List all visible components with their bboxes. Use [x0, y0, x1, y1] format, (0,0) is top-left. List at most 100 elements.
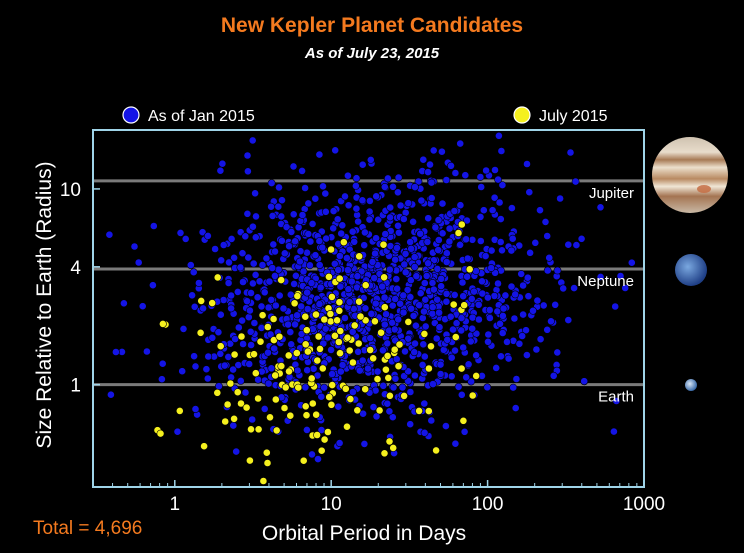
- point-july-2015: [314, 332, 323, 341]
- point-jan-2015: [525, 188, 534, 197]
- point-jan-2015: [447, 372, 456, 381]
- point-jan-2015: [218, 159, 227, 168]
- point-july-2015: [361, 281, 370, 290]
- point-july-2015: [299, 456, 308, 465]
- point-jan-2015: [296, 247, 305, 256]
- point-july-2015: [223, 400, 232, 409]
- point-july-2015: [285, 367, 293, 376]
- point-jan-2015: [348, 388, 357, 396]
- point-jan-2015: [315, 300, 324, 308]
- point-july-2015: [333, 316, 341, 325]
- y-axis-label: Size Relative to Earth (Radius): [33, 161, 56, 448]
- point-july-2015: [262, 448, 271, 457]
- point-jan-2015: [255, 277, 264, 286]
- y-tick-label: 1: [70, 376, 81, 397]
- point-jan-2015: [543, 266, 552, 275]
- point-jan-2015: [456, 139, 465, 148]
- point-jan-2015: [420, 399, 429, 408]
- point-jan-2015: [227, 304, 235, 313]
- point-july-2015: [286, 411, 295, 420]
- point-jan-2015: [359, 409, 367, 418]
- point-jan-2015: [416, 289, 425, 298]
- point-jan-2015: [178, 367, 187, 376]
- point-jan-2015: [383, 174, 392, 183]
- point-jan-2015: [518, 332, 527, 340]
- point-jan-2015: [452, 319, 461, 328]
- point-jan-2015: [406, 238, 415, 246]
- point-jan-2015: [498, 246, 506, 255]
- point-jan-2015: [280, 249, 289, 258]
- point-jan-2015: [251, 270, 260, 279]
- point-jan-2015: [311, 251, 320, 260]
- point-july-2015: [247, 425, 255, 434]
- point-july-2015: [451, 333, 460, 341]
- point-jan-2015: [337, 229, 346, 238]
- point-jan-2015: [321, 189, 330, 198]
- point-jan-2015: [301, 184, 309, 192]
- point-jan-2015: [244, 253, 253, 262]
- point-jan-2015: [410, 371, 419, 380]
- point-jan-2015: [158, 359, 167, 368]
- point-jan-2015: [366, 155, 375, 164]
- point-jan-2015: [577, 234, 586, 243]
- point-july-2015: [263, 459, 272, 467]
- point-jan-2015: [232, 447, 241, 456]
- point-jan-2015: [515, 339, 524, 348]
- point-july-2015: [326, 309, 335, 318]
- point-july-2015: [320, 315, 329, 324]
- point-jan-2015: [612, 397, 621, 405]
- point-jan-2015: [497, 352, 505, 361]
- point-jan-2015: [433, 295, 442, 304]
- point-jan-2015: [451, 346, 459, 355]
- point-july-2015: [326, 317, 335, 326]
- point-july-2015: [200, 442, 208, 451]
- point-july-2015: [266, 413, 274, 422]
- point-jan-2015: [522, 326, 530, 335]
- point-jan-2015: [269, 240, 278, 249]
- point-jan-2015: [378, 282, 387, 291]
- point-jan-2015: [411, 321, 420, 330]
- point-july-2015: [457, 364, 466, 373]
- point-jan-2015: [306, 237, 315, 246]
- point-jan-2015: [216, 349, 225, 358]
- point-jan-2015: [369, 403, 378, 411]
- point-july-2015: [259, 477, 268, 485]
- point-jan-2015: [393, 243, 401, 252]
- point-jan-2015: [331, 146, 340, 155]
- point-jan-2015: [447, 353, 456, 362]
- point-jan-2015: [401, 347, 409, 356]
- chart-subtitle: As of July 23, 2015: [304, 45, 440, 62]
- point-jan-2015: [236, 376, 245, 385]
- point-jan-2015: [442, 258, 451, 266]
- point-jan-2015: [247, 341, 255, 349]
- point-jan-2015: [616, 272, 625, 280]
- point-jan-2015: [498, 181, 507, 189]
- point-jan-2015: [476, 173, 485, 181]
- point-jan-2015: [450, 207, 459, 215]
- point-july-2015: [394, 362, 403, 371]
- point-jan-2015: [463, 254, 472, 263]
- point-july-2015: [457, 220, 466, 229]
- point-jan-2015: [394, 315, 403, 324]
- point-jan-2015: [580, 377, 589, 386]
- point-jan-2015: [354, 347, 362, 356]
- point-jan-2015: [245, 360, 254, 368]
- point-jan-2015: [260, 288, 269, 297]
- point-jan-2015: [383, 399, 392, 408]
- point-jan-2015: [409, 311, 418, 320]
- point-jan-2015: [275, 183, 283, 192]
- earth-icon: [685, 379, 697, 391]
- point-jan-2015: [529, 306, 537, 315]
- point-jan-2015: [454, 382, 463, 391]
- point-jan-2015: [509, 383, 518, 392]
- point-jan-2015: [303, 288, 311, 297]
- point-july-2015: [313, 431, 321, 439]
- point-july-2015: [460, 301, 469, 310]
- point-july-2015: [250, 350, 258, 359]
- point-jan-2015: [464, 360, 473, 369]
- point-jan-2015: [498, 311, 507, 320]
- point-jan-2015: [316, 283, 325, 292]
- point-jan-2015: [621, 284, 630, 292]
- point-jan-2015: [343, 266, 352, 274]
- point-jan-2015: [227, 234, 236, 243]
